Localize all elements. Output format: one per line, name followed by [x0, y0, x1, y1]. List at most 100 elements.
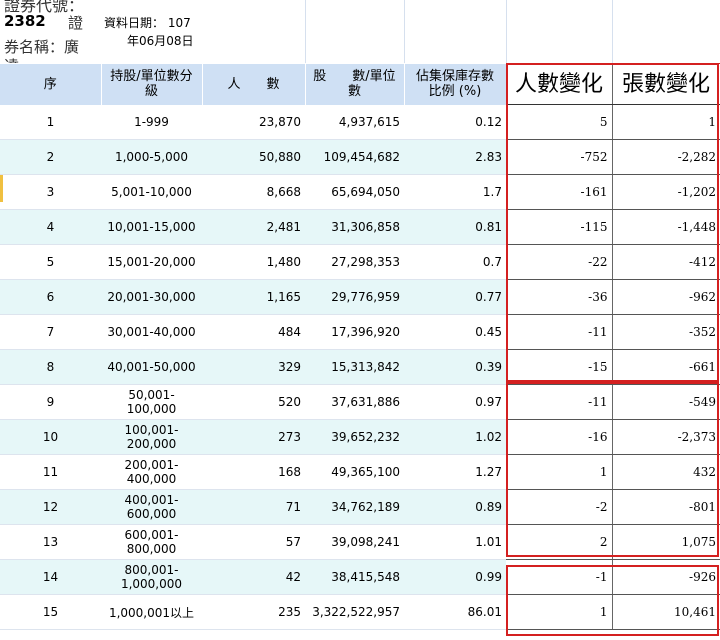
cell-people: 520: [202, 384, 305, 420]
cell-range: 1-999: [101, 104, 202, 140]
cell-lots-change: -1,448: [612, 209, 720, 245]
cell-people-change: 1: [506, 594, 613, 630]
cell-people-change: 2: [506, 524, 613, 560]
cell-range: 5,001-10,000: [101, 174, 202, 210]
table-row: 15 1,000,001以上 235 3,322,522,957 86.01 1 10,46…: [0, 594, 720, 630]
cell-seq: 1: [0, 104, 101, 140]
cell-percent: 0.39: [404, 349, 506, 385]
table-row: 7 30,001-40,000 484 17,396,920 0.45 -11 -352: [0, 314, 720, 350]
cell-lots-change: -412: [612, 244, 720, 280]
cell-percent: 86.01: [404, 594, 506, 630]
col-header-seq: 序: [0, 63, 102, 105]
cell-shares: 4,937,615: [305, 104, 404, 140]
cell-percent: 0.99: [404, 559, 506, 595]
col-header-people: 人 數: [202, 63, 306, 105]
data-date-label: 資料日期： 107: [104, 16, 191, 30]
col-header-lots-change: 張數變化: [612, 63, 720, 105]
cell-people-change: 1: [506, 454, 613, 490]
cell-shares: 31,306,858: [305, 209, 404, 245]
cell-shares: 17,396,920: [305, 314, 404, 350]
cell-people: 50,880: [202, 139, 305, 175]
cell-seq: 14: [0, 559, 101, 595]
cell-percent: 0.89: [404, 489, 506, 525]
cell-lots-change: -661: [612, 349, 720, 385]
cell-lots-change: -801: [612, 489, 720, 525]
stock-info-panel: 證券代號： 2382 證 券名稱：廣 達 資料日期： 107 年06月08日: [0, 0, 205, 63]
col-header-shares-l1: 股 數/單位: [313, 69, 396, 84]
cell-percent: 1.27: [404, 454, 506, 490]
cell-range: 1,000-5,000: [101, 139, 202, 175]
cell-lots-change: -549: [612, 384, 720, 420]
col-header-percent-l1: 佔集保庫存數: [415, 69, 494, 84]
cell-people-change: -16: [506, 419, 613, 455]
cell-people: 23,870: [202, 104, 305, 140]
cell-people: 235: [202, 594, 305, 630]
cell-shares: 39,652,232: [305, 419, 404, 455]
stock-name-cont: 達: [4, 55, 19, 63]
cell-people: 273: [202, 419, 305, 455]
table-row: 3 5,001-10,000 8,668 65,694,050 1.7 -161 -1,20…: [0, 174, 720, 210]
table-row: 4 10,001-15,000 2,481 31,306,858 0.81 -115 -1,…: [0, 209, 720, 245]
cell-people: 71: [202, 489, 305, 525]
table-row: 2 1,000-5,000 50,880 109,454,682 2.83 -752 -2,…: [0, 139, 720, 175]
stock-code: 2382: [4, 12, 46, 30]
cell-seq: 8: [0, 349, 101, 385]
cell-percent: 0.81: [404, 209, 506, 245]
col-header-percent-l2: 比例 (%): [428, 84, 482, 99]
table-row: 6 20,001-30,000 1,165 29,776,959 0.77 -36 -962: [0, 279, 720, 315]
cell-range: 400,001-600,000: [101, 489, 202, 525]
table-row: 8 40,001-50,000 329 15,313,842 0.39 -15 -661: [0, 349, 720, 385]
cell-lots-change: -2,373: [612, 419, 720, 455]
cell-percent: 0.45: [404, 314, 506, 350]
grid-line: [404, 0, 405, 63]
cell-lots-change: -2,282: [612, 139, 720, 175]
cell-percent: 2.83: [404, 139, 506, 175]
cell-shares: 109,454,682: [305, 139, 404, 175]
cell-shares: 38,415,548: [305, 559, 404, 595]
cell-shares: 37,631,886: [305, 384, 404, 420]
table-row: 1 1-999 23,870 4,937,615 0.12 5 1: [0, 104, 720, 140]
cell-range: 1,000,001以上: [101, 594, 202, 630]
cell-shares: 27,298,353: [305, 244, 404, 280]
col-header-range-l1: 持股/單位數分: [110, 69, 193, 84]
table-row: 5 15,001-20,000 1,480 27,298,353 0.7 -22 -412: [0, 244, 720, 280]
cell-lots-change: -926: [612, 559, 720, 595]
cell-people-change: -752: [506, 139, 613, 175]
col-header-percent: 佔集保庫存數 比例 (%): [404, 63, 507, 105]
table-row: 10 100,001-200,000 273 39,652,232 1.02 -16 -2,…: [0, 419, 720, 455]
col-header-people-change: 人數變化: [506, 63, 613, 105]
table-row: 11 200,001-400,000 168 49,365,100 1.27 1 432: [0, 454, 720, 490]
cell-lots-change: -1,202: [612, 174, 720, 210]
table-row: 9 50,001-100,000 520 37,631,886 0.97 -11 -549: [0, 384, 720, 420]
stock-name-label-part: 證: [68, 14, 84, 32]
cell-people-change: -161: [506, 174, 613, 210]
col-header-range-l2: 級: [144, 84, 158, 99]
cell-percent: 0.97: [404, 384, 506, 420]
cell-people-change: -1: [506, 559, 613, 595]
cell-range: 20,001-30,000: [101, 279, 202, 315]
cell-range-l2: 1,000,000: [120, 577, 183, 591]
cell-shares: 29,776,959: [305, 279, 404, 315]
table-header-row: 序 持股/單位數分 級 人 數 股 數/單位 數 佔集保庫存數 比例 (%) 人…: [0, 63, 720, 105]
data-date-value: 年06月08日: [127, 34, 194, 48]
cell-percent: 1.02: [404, 419, 506, 455]
cell-percent: 1.01: [404, 524, 506, 560]
cell-seq: 15: [0, 594, 101, 630]
cell-seq: 5: [0, 244, 101, 280]
cell-shares: 15,313,842: [305, 349, 404, 385]
cell-people-change: -11: [506, 314, 613, 350]
cell-range-l1: 800,001-: [124, 563, 179, 577]
cell-seq: 13: [0, 524, 101, 560]
cell-people: 2,481: [202, 209, 305, 245]
col-header-shares-l2: 數: [347, 84, 361, 99]
cell-range: 30,001-40,000: [101, 314, 202, 350]
stock-name: 券名稱：廣: [4, 38, 80, 56]
cell-people: 168: [202, 454, 305, 490]
cell-people: 8,668: [202, 174, 305, 210]
cell-people: 329: [202, 349, 305, 385]
cell-percent: 0.77: [404, 279, 506, 315]
cell-lots-change: 10,461: [612, 594, 720, 630]
cell-range: 40,001-50,000: [101, 349, 202, 385]
cell-shares: 65,694,050: [305, 174, 404, 210]
col-header-shares: 股 數/單位 數: [305, 63, 405, 105]
